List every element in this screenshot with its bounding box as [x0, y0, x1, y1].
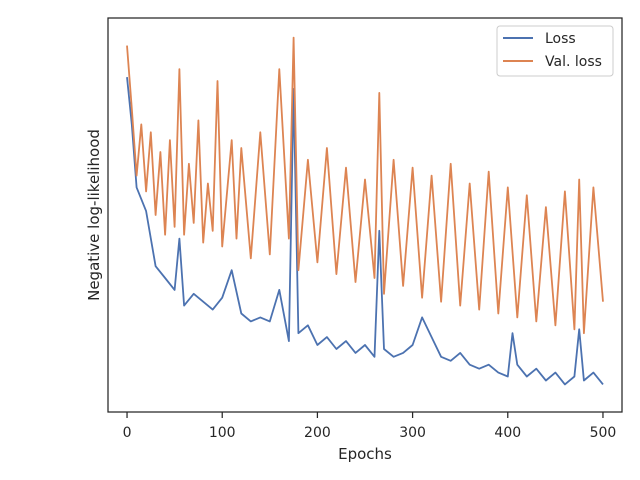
x-axis-ticks: 0 100 200 300 400 500: [123, 412, 617, 441]
x-tick-label-500: 500: [590, 425, 617, 441]
x-tick-label-200: 200: [304, 425, 331, 441]
series-line-val-loss: [126, 36, 604, 335]
legend-label-val-loss: Val. loss: [545, 54, 602, 70]
x-tick-label-100: 100: [209, 425, 236, 441]
legend: Loss Val. loss: [496, 25, 614, 77]
series-line-loss: [126, 77, 604, 386]
y-axis-label: Negative log-likelihood: [85, 129, 103, 301]
x-tick-label-400: 400: [494, 425, 521, 441]
x-tick-label-0: 0: [123, 425, 132, 441]
legend-label-loss: Loss: [545, 31, 576, 47]
series-layer: [126, 36, 604, 386]
x-axis-label: Epochs: [338, 445, 392, 463]
x-tick-label-300: 300: [399, 425, 426, 441]
